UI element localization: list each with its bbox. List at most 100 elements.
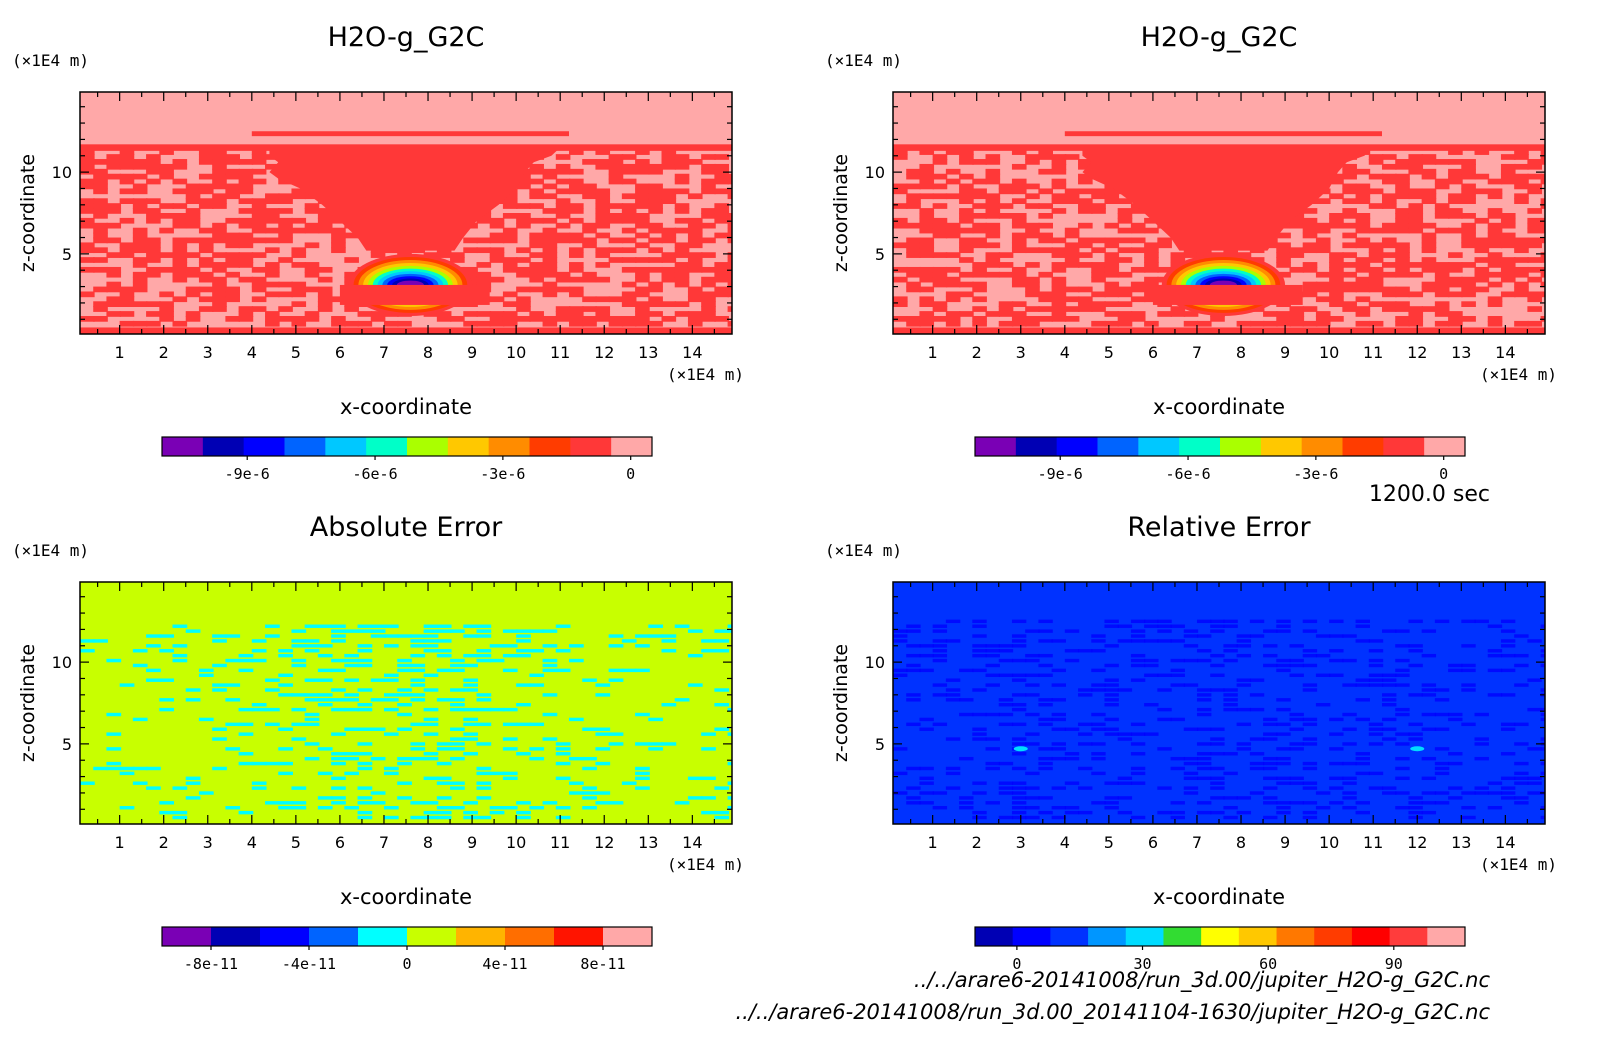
field-cell xyxy=(972,619,987,624)
field-cell xyxy=(674,301,690,308)
field-cell xyxy=(502,747,518,751)
field-cell xyxy=(410,634,426,638)
field-cell xyxy=(1117,732,1133,736)
field-cell xyxy=(304,639,320,643)
field-cell xyxy=(1342,242,1357,249)
field-cell xyxy=(1514,271,1529,278)
field-cell xyxy=(959,198,974,204)
field-cell xyxy=(423,639,439,643)
field-cell xyxy=(1487,281,1503,288)
field-cell xyxy=(410,747,426,751)
field-cell xyxy=(529,266,544,273)
field-cell xyxy=(1170,815,1185,820)
field-cell xyxy=(1170,683,1185,687)
field-cell xyxy=(542,227,558,234)
field-cell xyxy=(1315,242,1331,249)
field-cell xyxy=(932,159,948,165)
field-cell xyxy=(661,232,677,239)
field-cell xyxy=(1368,742,1384,746)
field-cell xyxy=(1329,634,1344,638)
field-cell xyxy=(132,232,148,239)
field-cell xyxy=(265,624,280,628)
field-cell xyxy=(714,173,729,180)
field-cell xyxy=(1210,781,1225,785)
field-cell xyxy=(331,658,346,663)
field-cell xyxy=(569,247,584,254)
field-cell xyxy=(1461,663,1476,668)
field-cell xyxy=(331,232,346,239)
field-cell xyxy=(212,203,227,209)
field-cell xyxy=(198,271,214,278)
field-cell xyxy=(608,237,624,244)
field-cell xyxy=(608,668,624,673)
field-cell xyxy=(198,237,214,244)
field-cell xyxy=(985,203,1001,209)
field-cell xyxy=(1078,742,1093,746)
field-cell xyxy=(1038,271,1053,278)
field-cell xyxy=(1157,688,1172,692)
field-cell xyxy=(80,247,95,254)
field-cell xyxy=(1514,634,1529,638)
field-cell xyxy=(608,173,624,180)
field-cell xyxy=(159,168,174,175)
field-cell xyxy=(1170,306,1186,312)
field-cell xyxy=(463,707,478,712)
field-cell xyxy=(489,257,505,263)
colorbar-segment xyxy=(1056,437,1098,456)
field-cell xyxy=(489,658,505,663)
field-cell xyxy=(1038,247,1053,254)
field-cell xyxy=(1038,653,1053,658)
field-cell xyxy=(225,193,240,200)
field-cell xyxy=(1236,747,1252,751)
field-cell xyxy=(119,683,135,687)
field-cell xyxy=(1540,649,1545,653)
field-cell xyxy=(225,188,240,195)
field-cell xyxy=(1196,252,1212,258)
field-cell xyxy=(687,252,703,258)
field-cell xyxy=(1117,776,1133,781)
field-cell xyxy=(1051,198,1067,204)
field-cell xyxy=(1157,673,1172,678)
field-cell xyxy=(185,698,201,702)
upper-band xyxy=(1064,131,1382,137)
field-cell xyxy=(1183,311,1199,317)
field-cell xyxy=(80,154,95,160)
field-cell xyxy=(1368,301,1384,308)
field-cell xyxy=(251,286,267,293)
field-cell xyxy=(1461,168,1476,175)
field-cell xyxy=(985,737,1000,741)
field-cell xyxy=(582,188,597,195)
field-cell xyxy=(906,316,921,322)
field-cell xyxy=(1104,732,1119,736)
field-cell xyxy=(998,761,1014,766)
field-cell xyxy=(185,188,201,195)
field-cell xyxy=(1395,712,1410,717)
field-cell xyxy=(198,183,214,190)
y-tick-label: 5 xyxy=(62,245,72,264)
field-cell xyxy=(727,276,732,283)
field-cell xyxy=(251,281,267,288)
field-cell xyxy=(304,316,320,322)
field-cell xyxy=(1408,316,1424,322)
field-cell xyxy=(476,271,492,278)
field-cell xyxy=(1368,271,1384,278)
field-cell xyxy=(635,188,650,195)
field-cell xyxy=(1474,286,1490,293)
field-cell xyxy=(595,276,611,283)
field-cell xyxy=(185,237,201,244)
field-cell xyxy=(1025,154,1040,160)
field-cell xyxy=(1408,732,1423,736)
colorbar-frame xyxy=(974,436,1466,457)
field-cell xyxy=(1025,159,1040,165)
field-cell xyxy=(1051,639,1067,643)
field-cell xyxy=(1130,286,1146,293)
field-cell xyxy=(1315,320,1331,327)
field-cell xyxy=(80,242,95,249)
field-cell xyxy=(972,306,987,312)
field-cell xyxy=(945,316,961,322)
field-cell xyxy=(1276,658,1291,663)
field-cell xyxy=(1540,178,1545,185)
field-cell xyxy=(1025,306,1040,312)
field-cell xyxy=(1329,673,1344,678)
field-cell xyxy=(357,320,373,327)
